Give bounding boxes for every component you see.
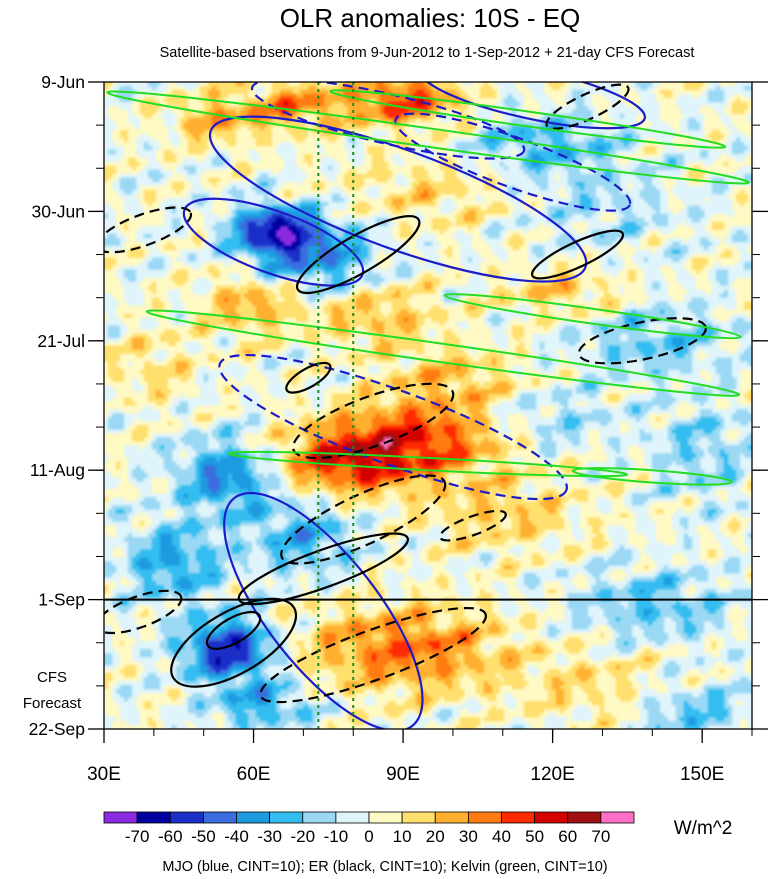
plot-frame <box>103 81 753 730</box>
x-tick-label: 120E <box>530 764 574 785</box>
colorbar-level-label: -40 <box>224 827 249 846</box>
colorbar-level-label: -20 <box>290 827 315 846</box>
colorbar-level-label: -60 <box>158 827 183 846</box>
chart-subtitle: Satellite-based bservations from 9-Jun-2… <box>160 45 695 61</box>
contour-kelvin-0 <box>106 90 750 185</box>
contour-er-0 <box>170 597 298 688</box>
colorbar-level-label: 10 <box>393 827 412 846</box>
contour-er-4 <box>291 382 455 460</box>
colorbar-cell <box>434 811 469 824</box>
contour-er-7 <box>530 229 625 280</box>
x-tick-label: 60E <box>237 764 271 785</box>
colorbar-level-label: -30 <box>257 827 282 846</box>
forecast-label-line-1: CFS <box>37 669 67 686</box>
y-tick-label: 30-Jun <box>31 201 85 221</box>
contour-kelvin-4 <box>227 450 629 478</box>
colorbar-unit: W/m^2 <box>674 818 733 839</box>
colorbar-cell <box>368 811 403 824</box>
contour-mjo-5 <box>419 82 647 130</box>
x-tick-label: 30E <box>87 764 121 785</box>
contour-series-kelvin <box>106 89 750 486</box>
y-tick-label: 21-Jul <box>37 331 85 351</box>
colorbar-cell <box>202 811 237 824</box>
colorbar-cell <box>534 811 569 824</box>
contour-er-1 <box>205 610 262 650</box>
y-tick-label: 22-Sep <box>29 719 85 739</box>
contour-kelvin-1 <box>329 89 727 149</box>
colorbar-cell <box>401 811 436 824</box>
colorbar-level-label: 20 <box>426 827 445 846</box>
contour-mjo-2 <box>218 353 568 501</box>
colorbar-cell <box>600 811 635 824</box>
colorbar-cell <box>169 811 204 824</box>
forecast-label-line-2: Forecast <box>23 695 82 712</box>
contour-er-11 <box>259 606 488 704</box>
y-tick-label: 11-Aug <box>30 460 85 480</box>
chart-title: OLR anomalies: 10S - EQ <box>280 3 581 33</box>
contour-kelvin-5 <box>571 467 733 486</box>
colorbar-cell <box>236 811 271 824</box>
colorbar-cell <box>136 811 171 824</box>
contour-kelvin-2 <box>145 309 741 397</box>
contour-er-5 <box>295 215 421 295</box>
contour-mjo-6 <box>394 112 632 212</box>
contour-er-12 <box>545 83 630 130</box>
colorbar-level-label: 0 <box>364 827 373 846</box>
contour-er-9 <box>104 206 193 254</box>
colorbar-level-label: -70 <box>125 827 150 846</box>
plot-axes: 30E 60E 90E 120E 150E 9-Jun 30-Jun 21-Jul 11-Aug… <box>29 72 768 785</box>
colorbar-cell <box>302 811 337 824</box>
colorbar-cell <box>567 811 602 824</box>
colorbar-level-label: -10 <box>324 827 349 846</box>
colorbar-level-label: 70 <box>591 827 610 846</box>
colorbar-cell <box>103 811 138 824</box>
olr-anomaly-raster <box>104 82 752 729</box>
x-tick-label: 150E <box>680 764 724 785</box>
colorbar-level-label: 50 <box>525 827 544 846</box>
colorbar-cell <box>269 811 304 824</box>
footer-note: MJO (blue, CINT=10); ER (black, CINT=10)… <box>162 859 607 875</box>
colorbar-level-label: -50 <box>191 827 216 846</box>
colorbar-cell <box>501 811 536 824</box>
colorbar-level-label: 40 <box>492 827 511 846</box>
x-tick-label: 90E <box>386 764 420 785</box>
colorbar-cell <box>467 811 502 824</box>
contour-er-6 <box>285 361 332 394</box>
colorbar: -70 -60 -50 -40 -30 -20 -10 0 10 20 30 40 50 60 70 <box>103 811 635 846</box>
colorbar-level-label: 60 <box>558 827 577 846</box>
olr-anomaly-field <box>104 82 752 729</box>
contour-kelvin-3 <box>443 293 742 340</box>
colorbar-cell <box>335 811 370 824</box>
contour-er-13 <box>438 509 507 542</box>
contour-mjo-0 <box>208 115 588 283</box>
colorbar-level-label: 30 <box>459 827 478 846</box>
y-tick-label: 9-Jun <box>41 72 85 92</box>
y-tick-label: 1-Sep <box>38 590 85 610</box>
contour-er-10 <box>104 589 183 635</box>
reference-longitude-lines <box>317 82 355 729</box>
